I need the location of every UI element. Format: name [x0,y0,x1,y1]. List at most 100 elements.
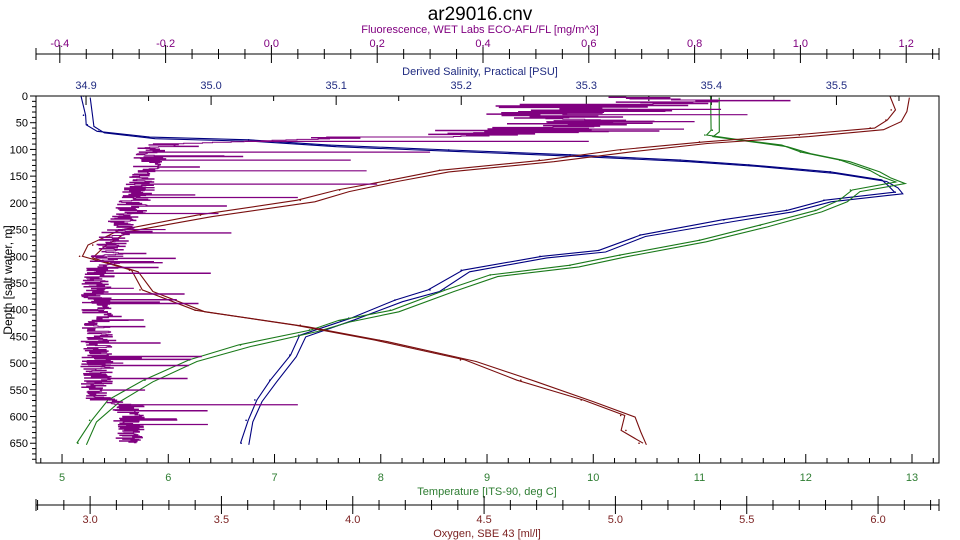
plot-frame [35,95,940,464]
oxygen-tick-label: 4.5 [476,514,491,526]
temperature-point [838,199,841,201]
temperature-tick-label: 6 [165,472,171,484]
temperature-point [838,159,841,161]
temperature-tick-label: 12 [800,472,812,484]
salinity-point [269,379,271,381]
oxygen-point [798,134,801,136]
temperature-point [759,224,761,227]
oxygen-tick-label: 4.0 [345,514,360,526]
temperature-tick-label: 13 [906,472,918,484]
temperature-downcast-line [76,96,898,444]
oxygen-axis-label: Oxygen, SBE 43 [ml/l] [433,528,541,540]
salinity-point [748,164,750,166]
temperature-point [704,134,706,136]
oxygen-point [619,414,622,417]
oxygen-tick-label: 3.0 [82,514,97,526]
oxygen-point [459,359,462,361]
temperature-point [489,274,492,276]
oxygen-point [199,214,202,216]
oxygen-upcast-line [91,97,910,446]
fluorescence-axis-label: Fluorescence, WET Labs ECO-AFL/FL [mg/m^… [361,24,598,36]
oxygen-point [299,324,302,326]
temperature-point [88,419,91,422]
fluorescence-tick-label: 0.6 [581,38,596,50]
oxygen-point [890,109,892,111]
temperature-point [619,254,621,256]
salinity-tick-label: 35.1 [325,80,346,92]
depth-tick-label: 650 [10,438,28,450]
temperature-tick-label: 7 [271,472,277,484]
temperature-point [389,309,392,312]
salinity-tick-label: 35.5 [826,80,847,92]
fluorescence-tick-label: 1.2 [899,38,914,50]
salinity-point [879,179,882,181]
oxygen-point [869,127,871,129]
depth-tick-label: 50 [16,118,28,130]
salinity-point [447,149,450,151]
depth-tick-label: 550 [10,385,28,397]
chart-title: ar29016.cnv [428,4,533,25]
temperature-point [308,329,311,331]
salinity-point [247,139,250,141]
salinity-point [329,144,331,146]
depth-tick-label: 300 [10,251,28,263]
temperature-point [698,239,701,242]
oxygen-point [299,199,302,201]
oxygen-point [580,399,583,401]
temperature-axis-label: Temperature [ITS-90, deg C] [417,486,556,498]
temperature-point [814,209,817,212]
salinity-point [460,269,463,271]
salinity-point [394,299,396,301]
fluorescence-tick-label: 0.2 [370,38,385,50]
fluorescence-tick-label: 0.8 [687,38,702,50]
temperature-point [339,319,342,322]
oxygen-point [698,141,701,143]
temperature-point [894,181,896,183]
oxygen-point [438,169,441,172]
oxygen-tick-label: 5.0 [608,514,623,526]
depth-tick-label: 600 [10,412,28,424]
depth-tick-label: 150 [10,171,28,183]
oxygen-point [338,189,341,191]
oxygen-point [520,379,522,381]
temperature-point [799,151,802,153]
salinity-point [82,114,85,117]
fluorescence-tick-label: 1.0 [793,38,808,50]
oxygen-point [378,339,380,341]
fluorescence-tick-label: -0.2 [156,38,175,50]
temperature-tick-label: 10 [587,472,599,484]
temperature-point [779,144,782,146]
temperature-tick-label: 9 [484,472,490,484]
oxygen-point [625,429,627,432]
temperature-point [239,344,242,346]
oxygen-point [91,244,94,246]
oxygen-point [128,269,131,271]
fluorescence-tick-label: -0.4 [50,38,69,50]
salinity-point [147,136,150,138]
oxygen-point [388,179,391,181]
salinity-upcast-line [89,97,904,445]
salinity-axis-label: Derived Salinity, Practical [PSU] [402,66,558,78]
salinity-point [823,199,825,201]
oxygen-point [78,255,81,258]
depth-tick-label: 250 [10,225,28,237]
salinity-point [679,159,681,161]
depth-tick-label: 400 [10,305,28,317]
temperature-point [569,264,571,267]
salinity-point [539,255,541,258]
fluorescence-trace [80,96,791,444]
salinity-point [569,153,571,156]
oxygen-tick-label: 3.5 [214,514,229,526]
oxygen-point [885,119,887,121]
oxygen-point [194,309,196,312]
temperature-point [77,442,79,445]
salinity-point [723,219,725,221]
oxygen-point [619,149,622,151]
salinity-point [254,399,256,401]
salinity-point [429,289,431,291]
salinity-point [894,191,897,193]
oxygen-point [638,442,640,445]
salinity-point [86,124,89,126]
depth-tick-label: 0 [22,91,28,103]
